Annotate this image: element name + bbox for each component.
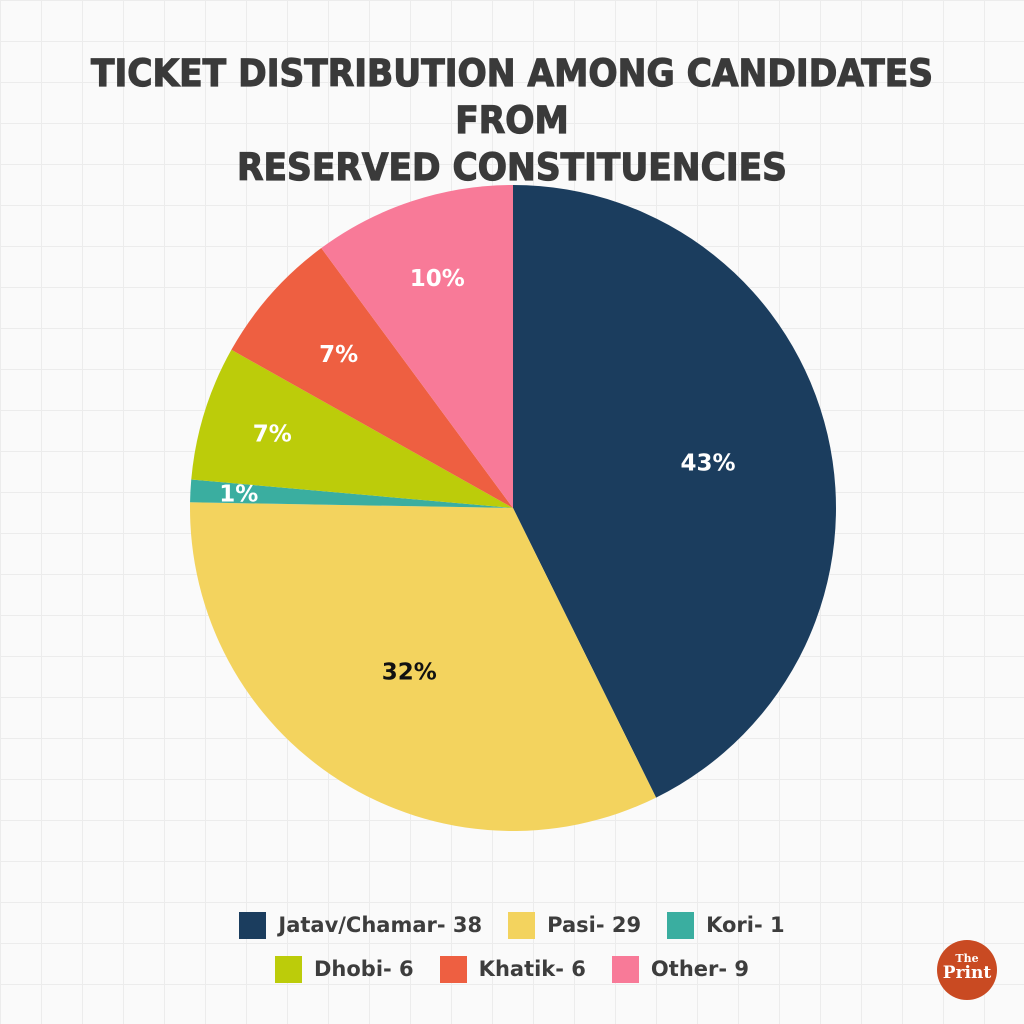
- legend-label: Other- 9: [650, 957, 750, 981]
- legend-swatch: [611, 955, 639, 983]
- legend-item-dhobi: Dhobi- 6: [274, 955, 414, 983]
- legend-label: Dhobi- 6: [313, 957, 414, 981]
- pie-slice-pasi: [190, 502, 657, 831]
- pie-slice-kori: [190, 479, 514, 508]
- pie-data-label: 7%: [319, 342, 358, 368]
- pie-data-label: 7%: [253, 422, 292, 448]
- chart-title-line-2: RESERVED CONSTITUENCIES: [236, 145, 787, 189]
- logo-print: Print: [942, 963, 992, 983]
- legend-item-other: Other- 9: [611, 955, 750, 983]
- legend-swatch: [508, 911, 536, 939]
- chart-title-line-1: TICKET DISTRIBUTION AMONG CANDIDATES FRO…: [90, 51, 934, 142]
- pie-slice-khatik: [231, 248, 513, 508]
- pie-slice-jatav-chamar: [513, 184, 837, 798]
- legend-label: Pasi- 29: [547, 913, 642, 937]
- pie-data-label: 32%: [382, 660, 437, 686]
- legend-swatch: [239, 911, 267, 939]
- chart-title: TICKET DISTRIBUTION AMONG CANDIDATES FRO…: [36, 50, 988, 191]
- pie-data-label: 1%: [219, 481, 258, 507]
- legend-item-khatik: Khatik- 6: [439, 955, 586, 983]
- legend: Jatav/Chamar- 38 Pasi- 29 Kori- 1 Dhobi-…: [0, 903, 1024, 991]
- legend-row-1: Jatav/Chamar- 38 Pasi- 29 Kori- 1: [0, 903, 1024, 947]
- logo-the: The: [955, 952, 979, 965]
- pie-data-label: 10%: [410, 266, 465, 292]
- theprint-logo: The Print: [937, 940, 997, 1000]
- legend-item-kori: Kori- 1: [667, 911, 785, 939]
- legend-label: Kori- 1: [706, 913, 785, 937]
- legend-swatch: [274, 955, 302, 983]
- legend-label: Jatav/Chamar- 38: [278, 913, 483, 937]
- legend-swatch: [439, 955, 467, 983]
- pie-slice-dhobi: [191, 349, 513, 508]
- legend-item-jatav: Jatav/Chamar- 38: [239, 911, 483, 939]
- pie-data-label: 43%: [680, 450, 735, 476]
- legend-row-2: Dhobi- 6 Khatik- 6 Other- 9: [0, 947, 1024, 991]
- legend-swatch: [667, 911, 695, 939]
- legend-label: Khatik- 6: [478, 957, 586, 981]
- legend-item-pasi: Pasi- 29: [508, 911, 642, 939]
- pie-slice-other: [321, 185, 513, 508]
